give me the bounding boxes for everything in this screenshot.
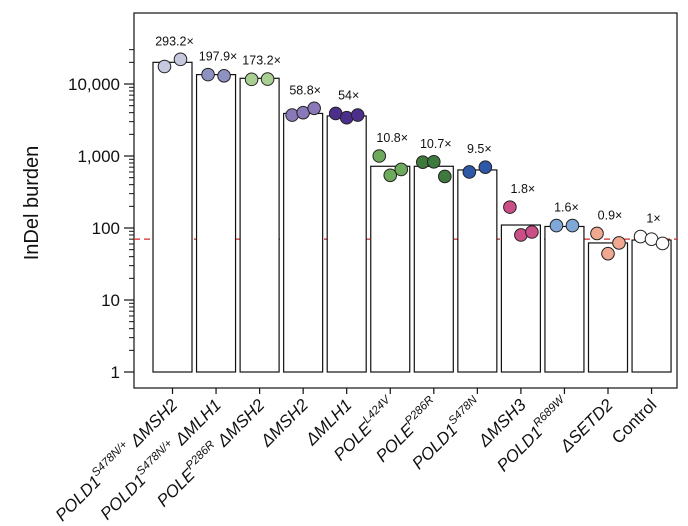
- bars-layer: [152, 61, 672, 373]
- data-point-5-2: [394, 162, 409, 177]
- fold-label-1: 197.9×: [199, 50, 238, 64]
- bar-8: [500, 224, 541, 373]
- data-point-11-0: [633, 229, 648, 244]
- data-point-7-1: [478, 160, 493, 174]
- data-point-2-0: [244, 72, 259, 87]
- bar-1: [195, 74, 237, 373]
- data-point-0-0: [157, 59, 172, 74]
- y-axis: 1 10 100 1,000 10,000: [68, 49, 134, 382]
- fold-label-7: 9.5×: [467, 142, 492, 156]
- data-point-9-1: [565, 218, 580, 233]
- fold-label-10: 0.9×: [598, 208, 623, 222]
- plot-border: [133, 12, 678, 389]
- data-point-9-0: [549, 218, 564, 233]
- bar-11: [631, 239, 672, 373]
- bar-5: [370, 165, 411, 373]
- bar-3: [283, 112, 324, 373]
- data-point-11-2: [655, 236, 670, 251]
- bar-6: [413, 165, 454, 373]
- y-tick-label-3: 1,000: [77, 147, 120, 166]
- data-point-0-1: [173, 52, 188, 67]
- y-tick-label-2: 100: [92, 219, 120, 238]
- bar-9: [544, 225, 585, 373]
- data-point-5-0: [372, 149, 387, 163]
- bar-7: [457, 169, 498, 373]
- fold-label-5: 10.8×: [376, 131, 408, 145]
- data-point-8-2: [525, 225, 539, 239]
- data-point-4-1: [339, 110, 354, 125]
- bar-4: [326, 115, 367, 373]
- bar-0: [152, 61, 193, 373]
- data-point-1-1: [217, 68, 231, 83]
- bar-10: [587, 242, 629, 373]
- y-tick-label-1: 10: [101, 291, 120, 310]
- data-point-10-0: [590, 226, 604, 241]
- data-point-3-0: [285, 108, 299, 122]
- fold-label-4: 54×: [338, 88, 359, 102]
- data-point-5-1: [383, 168, 398, 183]
- data-point-7-0: [462, 165, 477, 179]
- data-point-3-2: [307, 101, 321, 116]
- points-layer: [157, 52, 670, 261]
- y-tick-label-4: 10,000: [68, 75, 120, 94]
- fold-labels-layer: 293.2× 197.9× 173.2× 58.8× 54× 10.8× 10.7× 9.5×…: [155, 34, 660, 225]
- data-point-6-1: [427, 155, 441, 169]
- data-point-10-2: [612, 236, 626, 250]
- data-point-8-0: [503, 200, 517, 214]
- x-tick-label-11: Control: [608, 395, 660, 447]
- data-point-10-1: [601, 246, 615, 261]
- data-point-4-2: [350, 108, 365, 122]
- data-point-6-2: [438, 169, 452, 184]
- data-point-2-1: [260, 72, 275, 86]
- x-tick-label-3: ΔMSH2: [256, 395, 312, 451]
- y-tick-label-0: 1: [111, 363, 120, 382]
- data-point-1-0: [201, 67, 215, 82]
- fold-label-3: 58.8×: [289, 83, 321, 97]
- fold-label-2: 173.2×: [242, 53, 281, 67]
- fold-label-6: 10.7×: [420, 137, 452, 151]
- plot-frame: [133, 12, 678, 389]
- fold-label-8: 1.8×: [511, 182, 536, 196]
- bar-2: [239, 77, 280, 373]
- fold-label-11: 1×: [646, 212, 660, 226]
- fold-label-0: 293.2×: [155, 34, 194, 48]
- y-axis-label: InDel burden: [21, 146, 43, 261]
- fold-label-9: 1.6×: [554, 201, 579, 215]
